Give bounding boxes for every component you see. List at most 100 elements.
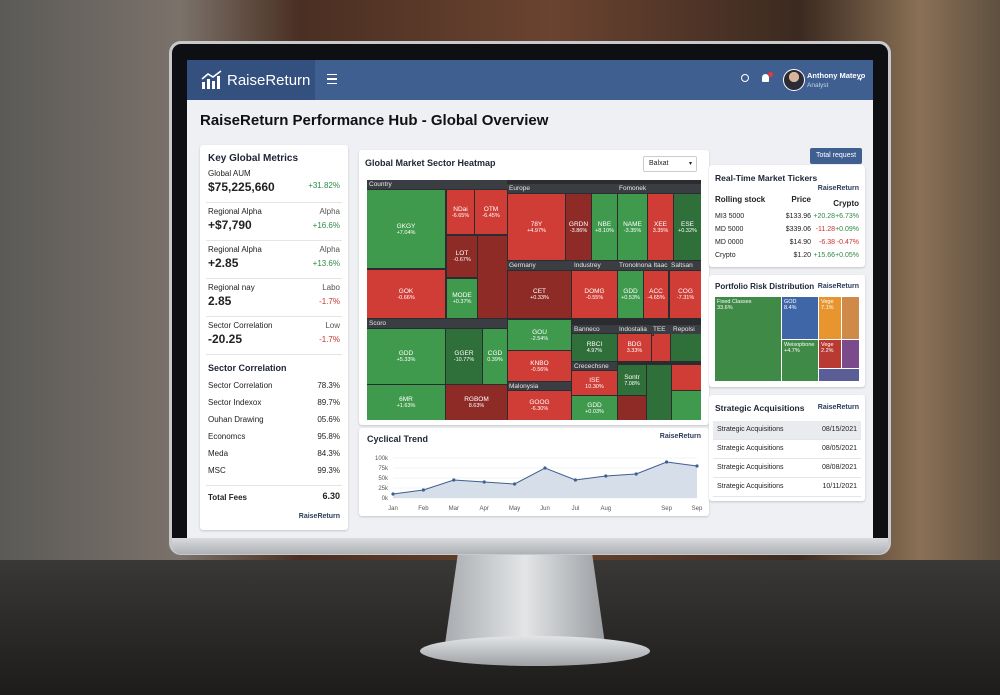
metric-note: Alpha [319,207,340,216]
tile-change: -4.65% [647,295,665,301]
risk-tile[interactable]: Vege 2.2% [819,340,841,368]
action-button[interactable]: Total request [810,148,862,164]
ticker-name: MI3 5000 [715,213,745,220]
heatmap-tile[interactable]: CGD 0.39% [482,328,508,385]
acquisition-name: Strategic Acquisitions [717,483,784,490]
acquisition-row[interactable]: Strategic Acquisitions 08/15/2021 [713,421,861,440]
x-tick-label: Sep [661,506,672,512]
tile-name: 78Y [530,220,543,228]
divider [206,240,342,241]
tile-change: -6.30% [530,406,549,412]
ticker-percent: +6.73% [835,213,859,220]
heatmap-tile[interactable]: GDD +0.03% [571,395,618,420]
tile-name: NAME [623,220,642,228]
risk-tile-name: Vege [821,342,834,348]
risk-tile[interactable]: Fixed Classes 33.6% [715,297,781,381]
heatmap-tile[interactable]: RGBOM 8.63% [445,384,508,420]
card-title: Key Global Metrics [208,153,299,164]
y-tick-label: 0k [382,496,389,502]
y-tick-label: 25k [378,486,389,492]
heatmap-tile[interactable]: COG -7.31% [669,270,701,319]
row-label: MSC [208,466,226,475]
card-title: Real-Time Market Tickers [715,173,818,183]
card-title: Global Market Sector Heatmap [365,158,496,168]
heatmap-tile[interactable]: GDD +5.33% [367,328,446,385]
metric-change: +31.82% [308,181,340,190]
heatmap-tile[interactable]: NDai -6.65% [446,189,475,235]
notification-button[interactable] [762,74,769,82]
tile-name: GDD [623,288,638,295]
heatmap-tile[interactable]: ACC -4.65% [643,270,669,319]
heatmap-tile[interactable]: OTM -6.45% [474,189,508,235]
heatmap-tile[interactable]: GRDN -3.86% [565,193,592,261]
ticker-name: Crypto [715,252,736,259]
heatmap-section-label: Germany [507,261,572,270]
heatmap-tile[interactable]: LOT -0.67% [446,235,478,278]
filter-dropdown[interactable]: Balxat ▾ [643,156,697,172]
heatmap-tile[interactable]: KNBO -0.56% [507,350,572,382]
tile-change: +1.63% [396,403,416,409]
ticker-change: +20.28 [813,213,835,220]
heatmap-tile[interactable]: DOMG -0.55% [571,270,618,319]
heatmap-tile[interactable]: XEE 3.35% [647,193,674,261]
heatmap-tile[interactable]: CET +0.33% [507,270,572,319]
risk-tile[interactable]: Weisopbone +4.7% [782,340,818,381]
x-tick-label: Apr [480,506,489,512]
y-tick-label: 50k [378,476,389,482]
acquisition-row[interactable]: Strategic Acquisitions 08/05/2021 [713,440,861,459]
heatmap-section-label: Malonysia [507,382,572,391]
x-tick-label: Jan [388,506,398,512]
heatmap-tile[interactable]: GOU -2.54% [507,319,572,351]
column-header: Price [791,195,811,204]
menu-button[interactable] [327,74,337,84]
tile-name: MODE [452,292,472,299]
user-avatar[interactable] [783,69,805,91]
heatmap-tile[interactable]: RBCI 4.97% [571,333,618,362]
heatmap-tile[interactable]: NAME -3.35% [617,193,648,261]
risk-tile[interactable]: Vege 7.1% [819,297,841,339]
heatmap-tile[interactable]: GDD +0.53% [617,270,644,319]
acquisition-row[interactable]: Strategic Acquisitions 08/08/2021 [713,459,861,478]
search-button[interactable] [741,74,749,82]
heatmap-tile[interactable]: GOK -0.66% [367,269,446,319]
heatmap-tile[interactable]: ISE 10.30% [571,370,618,396]
tile-change: +0.53% [621,295,640,301]
tile-change: +0.32% [678,227,697,234]
trend-chart: 0k 25k 50k 75k 100k Jan Feb Mar Apr May Jun Jul Aug S… [375,456,703,512]
metric-label: Regional nay [208,283,255,292]
section-title: Sector Correlation [208,363,287,373]
heatmap-tile[interactable]: 78Y +4.97% [507,193,566,261]
brand-area: RaiseReturn [187,60,315,100]
risk-tile[interactable]: GOD 8.4% [782,297,818,339]
tile-name: ISE [589,376,600,384]
heatmap-tile[interactable]: NBE +8.10% [591,193,618,261]
heatmap-tile[interactable]: ESE +0.32% [673,193,701,261]
metric-label: Regional Alpha [208,245,262,254]
row-label: Sector Indexox [208,398,262,407]
heatmap-tile[interactable]: GKGY +7.04% [367,189,446,269]
tile-change: -0.55% [585,295,604,301]
brand-footer: RaiseReturn [298,513,340,520]
brand-label: RaiseReturn [817,185,859,192]
total-label: Total Fees [208,493,247,502]
trend-point [452,478,456,482]
tile-change: 0.39% [487,357,503,363]
heatmap-tile[interactable]: BDG 3.33% [617,333,652,362]
heatmap-tile[interactable]: 6MR +1.63% [367,384,446,420]
divider [206,278,342,279]
tile-change: 4.97% [586,348,603,354]
heatmap-tile[interactable]: GGER -10.77% [445,328,483,385]
metric-value: $75,225,660 [208,180,275,194]
heatmap-tile[interactable]: GOOG -6.30% [507,390,572,420]
brand-logo [201,70,222,89]
brand-name: RaiseReturn [227,72,311,89]
acquisition-row[interactable]: Strategic Acquisitions 10/11/2021 [713,478,861,497]
heatmap-tile[interactable]: MODE +0.37% [446,278,478,319]
heatmap-section-label: Country [367,180,507,189]
trend-point [543,466,547,470]
row-value: 89.7% [317,398,340,407]
heatmap-tile[interactable]: Sontr 7.08% [617,364,647,396]
metric-change: +13.6% [312,259,340,268]
ticker-name: MD 0000 [715,239,744,246]
